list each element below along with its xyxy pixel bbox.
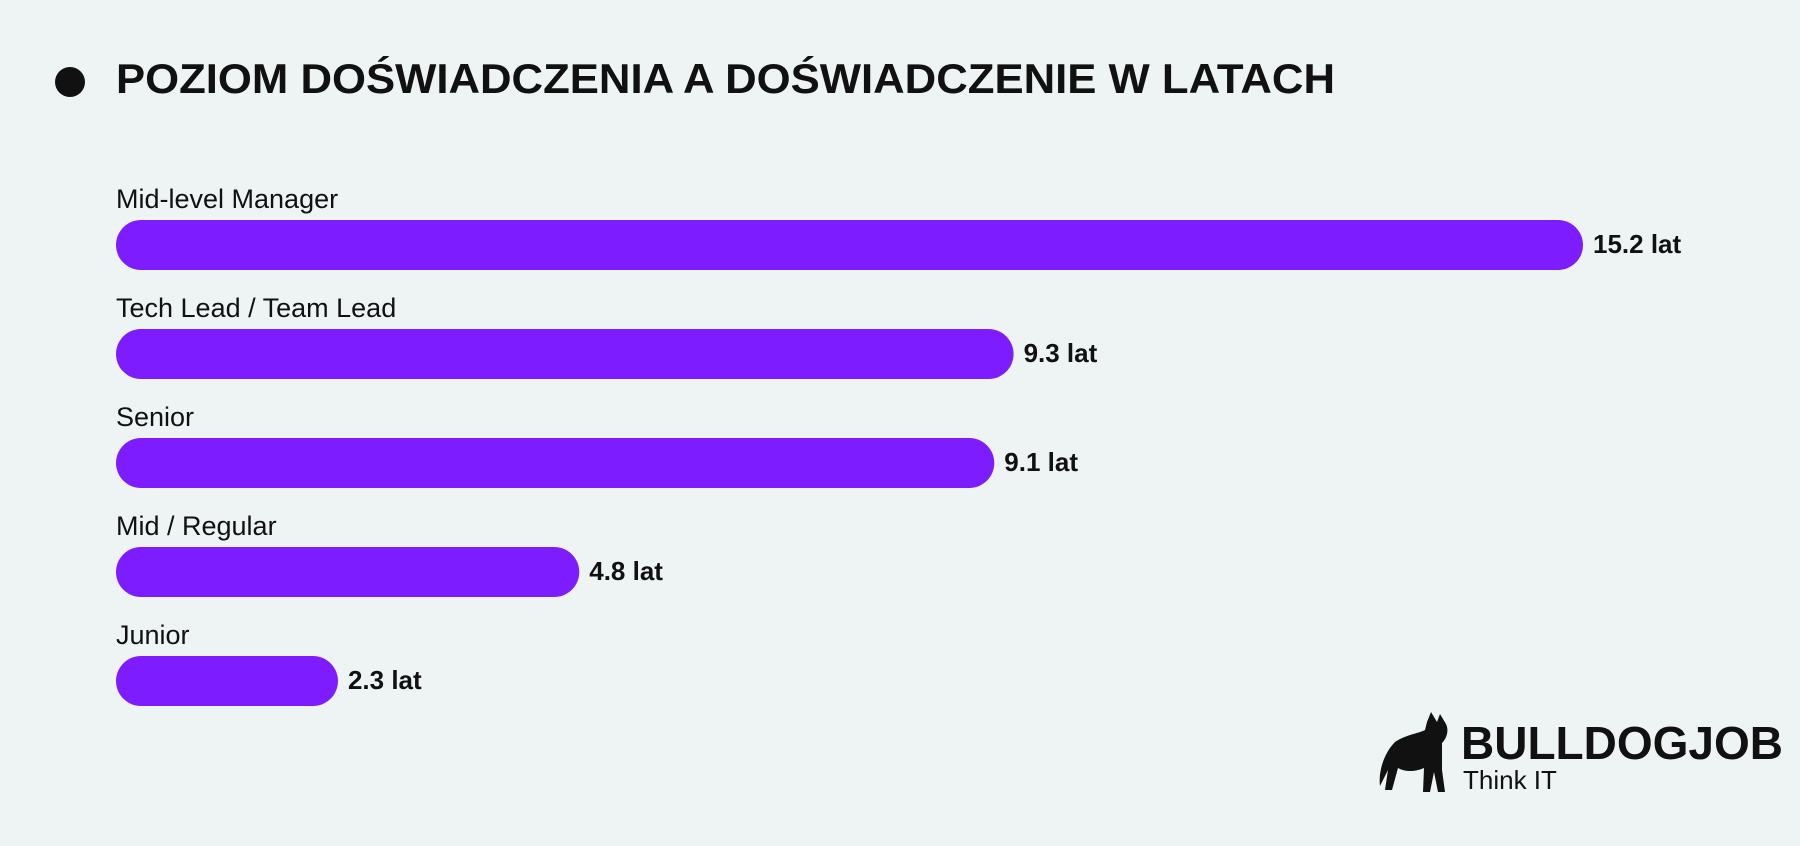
bar bbox=[116, 438, 995, 488]
value-label: 9.1 lat bbox=[1004, 447, 1078, 477]
bar bbox=[116, 329, 1014, 379]
category-label: Senior bbox=[116, 402, 194, 432]
value-label: 15.2 lat bbox=[1593, 229, 1682, 259]
bar bbox=[116, 547, 580, 597]
category-label: Mid-level Manager bbox=[116, 184, 338, 214]
chart-title: POZIOM DOŚWIADCZENIA A DOŚWIADCZENIE W L… bbox=[116, 54, 1335, 102]
bar bbox=[116, 220, 1583, 270]
logo-tagline: Think IT bbox=[1463, 765, 1557, 795]
title-bullet bbox=[55, 67, 85, 97]
value-label: 4.8 lat bbox=[589, 556, 663, 586]
category-label: Mid / Regular bbox=[116, 511, 277, 541]
bar bbox=[116, 656, 338, 706]
category-label: Tech Lead / Team Lead bbox=[116, 293, 396, 323]
value-label: 9.3 lat bbox=[1024, 338, 1098, 368]
logo-name: BULLDOGJOB bbox=[1461, 717, 1783, 769]
category-label: Junior bbox=[116, 620, 190, 650]
value-label: 2.3 lat bbox=[348, 665, 422, 695]
logo-dog bbox=[1379, 712, 1448, 792]
